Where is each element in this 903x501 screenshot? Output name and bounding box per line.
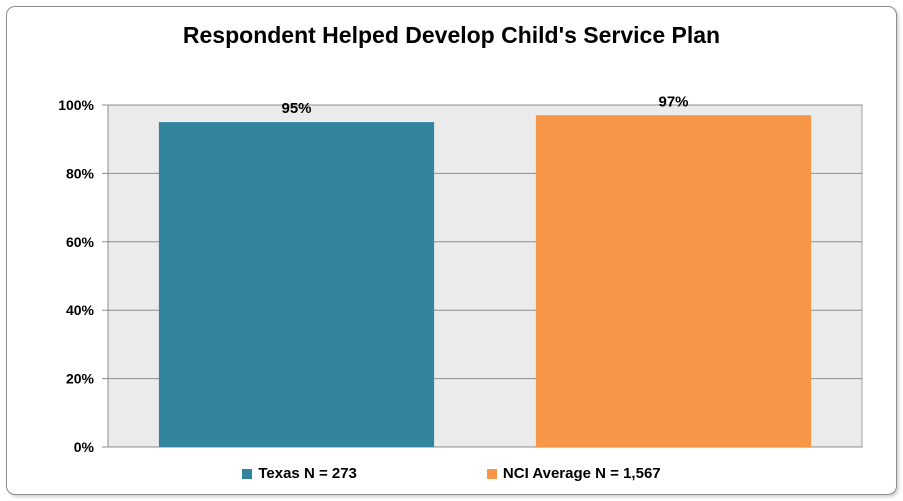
data-label-texas: 95% bbox=[281, 100, 311, 117]
chart-title: Respondent Helped Develop Child's Servic… bbox=[182, 22, 721, 48]
legend-swatch-texas bbox=[242, 468, 253, 479]
y-tick-label-0: 0% bbox=[74, 439, 95, 455]
legend-swatch-nci-average bbox=[486, 468, 497, 479]
y-tick-label-40: 40% bbox=[66, 302, 95, 318]
y-tick-label-20: 20% bbox=[66, 371, 95, 387]
bar-texas bbox=[158, 122, 435, 447]
y-axis-ticks: 0% 20% 40% 60% 80% 100% bbox=[58, 97, 94, 455]
legend-label-nci-average: NCI Average N = 1,567 bbox=[502, 465, 661, 482]
legend-item-nci-average: NCI Average N = 1,567 bbox=[486, 465, 661, 482]
legend-label-texas: Texas N = 273 bbox=[258, 465, 357, 482]
data-label-nci-average: 97% bbox=[658, 93, 688, 110]
bar-nci-average bbox=[535, 115, 812, 447]
legend-item-texas: Texas N = 273 bbox=[242, 465, 357, 482]
y-tick-label-100: 100% bbox=[58, 97, 94, 113]
legend: Texas N = 273 NCI Average N = 1,567 bbox=[0, 465, 903, 482]
y-tick-label-60: 60% bbox=[66, 234, 95, 250]
data-labels: 95% 97% bbox=[281, 93, 688, 117]
y-tick-label-80: 80% bbox=[66, 165, 95, 181]
bars bbox=[158, 115, 812, 447]
